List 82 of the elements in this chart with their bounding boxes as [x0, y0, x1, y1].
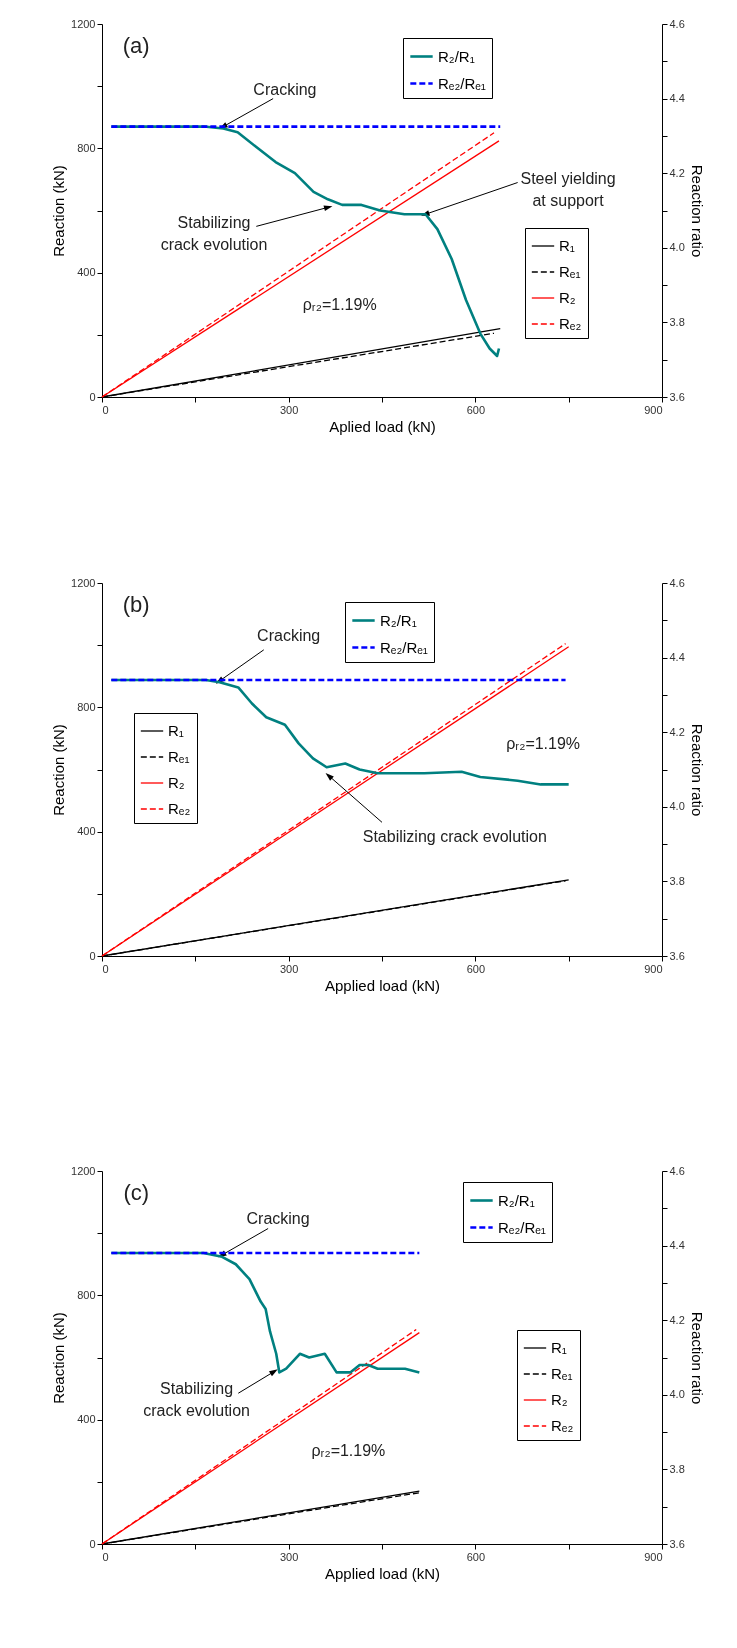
legend-label: Rₑ₂/Rₑ₁: [498, 1218, 546, 1236]
x-tick-label: 600: [466, 1550, 486, 1563]
legend-label: Rₑ₂/Rₑ₁: [380, 638, 428, 656]
y2-tick-label: 4.6: [669, 576, 685, 589]
y-axis-title: Reaction (kN): [50, 724, 68, 816]
x-tick-label: 0: [102, 403, 109, 416]
legend-label: Rₑ₂: [168, 800, 191, 817]
y2-axis-title: Reaction ratio: [688, 723, 706, 817]
legend-label: R₂/R₁: [380, 611, 417, 629]
legend-label: Rₑ₂/Rₑ₁: [438, 74, 486, 92]
y2-tick-label: 4.6: [669, 1164, 685, 1177]
y-tick-label: 1200: [71, 1164, 96, 1177]
y-tick-label: 1200: [71, 17, 96, 30]
legend-label: Rₑ₂: [559, 315, 582, 332]
annotation: (a): [122, 32, 150, 58]
y2-axis-title: Reaction ratio: [688, 164, 706, 258]
y-tick-label: 400: [77, 1413, 96, 1426]
x-axis-title: Applied load (kN): [324, 1564, 441, 1582]
x-tick-label: 900: [644, 403, 663, 416]
x-tick-label: 0: [102, 962, 109, 975]
y2-tick-label: 4.2: [669, 725, 685, 738]
y-tick-label: 800: [77, 141, 96, 154]
y2-tick-label: 4.4: [669, 651, 685, 664]
legend-label: R₂/R₁: [438, 47, 475, 65]
x-tick-label: 900: [644, 962, 663, 975]
y-tick-label: 400: [77, 825, 96, 838]
y-tick-label: 800: [77, 1288, 96, 1301]
y2-tick-label: 3.8: [669, 315, 685, 328]
annotation: ρᵣ₂=1.19%: [302, 295, 377, 313]
y2-tick-label: 4.4: [669, 1239, 685, 1252]
legend-label: Rₑ₁: [551, 1365, 573, 1382]
y2-tick-label: 3.6: [669, 1537, 685, 1550]
y2-tick-label: 3.6: [669, 390, 685, 403]
y-tick-label: 1200: [71, 576, 96, 589]
y2-axis-title: Reaction ratio: [688, 1311, 706, 1405]
y2-tick-label: 4.0: [669, 241, 685, 254]
y2-tick-label: 3.8: [669, 874, 685, 887]
x-tick-label: 900: [644, 1550, 663, 1563]
y-tick-label: 400: [77, 266, 96, 279]
annotation: Stabilizing crack evolution: [143, 1379, 250, 1419]
legend-label: R₂/R₁: [498, 1191, 535, 1209]
legend-label: R₁: [168, 722, 184, 739]
x-tick-label: 0: [102, 1550, 109, 1563]
annotation: Stabilizing crack evolution: [362, 828, 547, 846]
y-tick-label: 0: [89, 390, 96, 403]
x-tick-label: 300: [279, 403, 299, 416]
x-tick-label: 300: [279, 962, 299, 975]
annotation: ρᵣ₂=1.19%: [311, 1441, 386, 1459]
legend-label: Rₑ₁: [559, 263, 581, 280]
x-axis-title: Applied load (kN): [324, 976, 441, 994]
x-tick-label: 600: [466, 962, 486, 975]
y-tick-label: 0: [89, 1537, 96, 1550]
y2-tick-label: 4.2: [669, 1313, 685, 1326]
legend-label: R₂: [168, 774, 185, 791]
x-tick-label: 300: [279, 1550, 299, 1563]
y2-tick-label: 4.0: [669, 1388, 685, 1401]
y-axis-title: Reaction (kN): [50, 1312, 68, 1404]
y2-tick-label: 3.6: [669, 949, 685, 962]
annotation: (c): [123, 1179, 150, 1205]
y2-tick-label: 4.0: [669, 800, 685, 813]
legend-label: Rₑ₁: [168, 748, 190, 765]
y-tick-label: 800: [77, 700, 96, 713]
annotation: Cracking: [253, 80, 317, 98]
annotation: Cracking: [257, 627, 321, 645]
annotation: ρᵣ₂=1.19%: [506, 734, 581, 752]
legend-label: Rₑ₂: [551, 1417, 574, 1434]
y-tick-label: 0: [89, 949, 96, 962]
annotation: Steel yielding at support: [520, 170, 616, 210]
y2-tick-label: 3.8: [669, 1462, 685, 1475]
y2-tick-label: 4.4: [669, 92, 685, 105]
x-tick-label: 600: [466, 403, 486, 416]
annotation: (b): [122, 591, 150, 617]
legend-label: R₁: [551, 1339, 567, 1356]
y2-tick-label: 4.6: [669, 17, 685, 30]
y2-tick-label: 4.2: [669, 166, 685, 179]
y-axis-title: Reaction (kN): [50, 165, 68, 257]
annotation: Cracking: [246, 1209, 310, 1227]
x-axis-title: Aplied load (kN): [329, 417, 436, 435]
annotation: Stabilizing crack evolution: [160, 213, 268, 253]
legend-label: R₁: [559, 237, 575, 254]
legend-label: R₂: [559, 289, 576, 306]
legend-label: R₂: [551, 1391, 568, 1408]
